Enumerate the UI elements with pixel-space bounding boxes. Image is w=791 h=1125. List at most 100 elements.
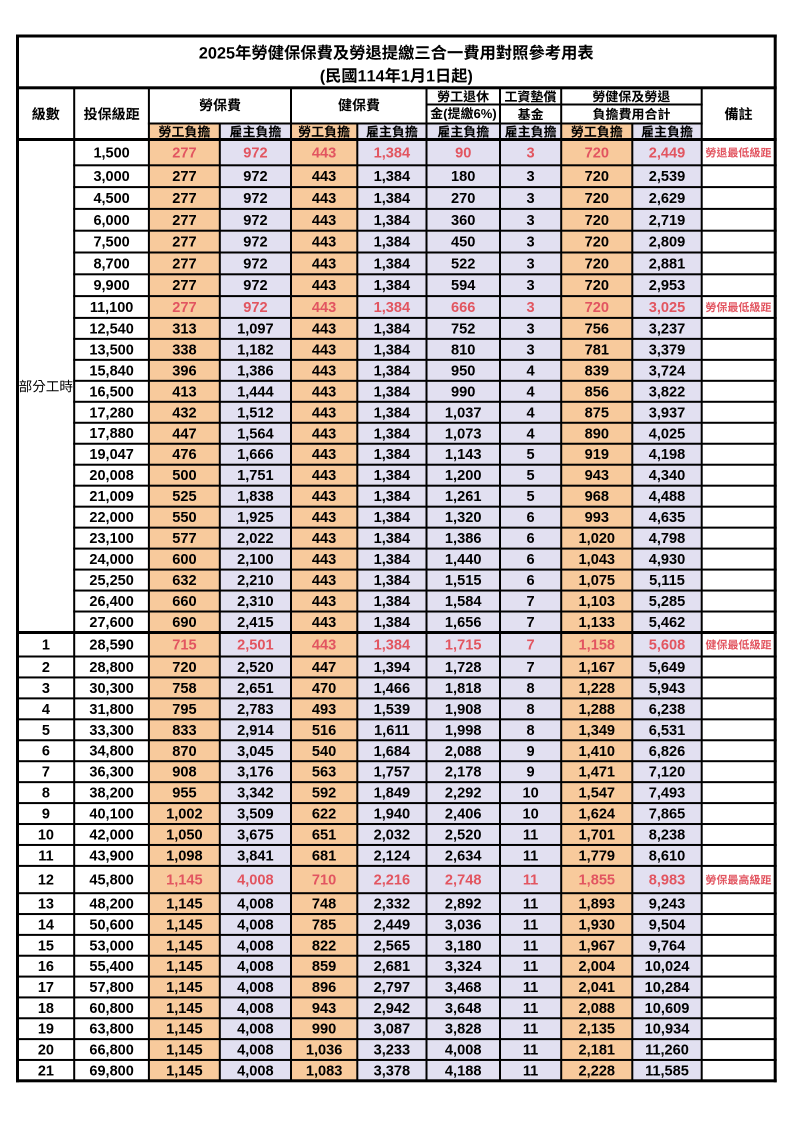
svg-text:53,000: 53,000 [89,938,133,954]
svg-text:17: 17 [38,980,54,996]
svg-text:476: 476 [172,447,196,463]
svg-text:443: 443 [312,145,336,161]
svg-text:2,539: 2,539 [649,169,686,185]
svg-text:443: 443 [312,278,336,294]
svg-text:1,838: 1,838 [237,489,274,505]
svg-text:3,237: 3,237 [649,321,686,337]
svg-text:8: 8 [42,786,50,802]
svg-text:396: 396 [172,363,196,379]
svg-text:1: 1 [42,638,50,654]
svg-text:2,797: 2,797 [374,980,411,996]
svg-text:42,000: 42,000 [89,828,133,844]
svg-text:6: 6 [42,744,50,760]
svg-text:7,865: 7,865 [649,807,686,823]
svg-text:443: 443 [312,256,336,272]
svg-text:1,471: 1,471 [579,765,616,781]
svg-text:1,440: 1,440 [445,552,482,568]
svg-text:443: 443 [312,405,336,421]
svg-text:1,818: 1,818 [445,681,482,697]
svg-text:1,349: 1,349 [579,723,616,739]
svg-text:752: 752 [451,321,475,337]
svg-text:2,881: 2,881 [649,256,686,272]
svg-text:413: 413 [172,384,196,400]
svg-text:1,893: 1,893 [579,897,616,913]
svg-text:622: 622 [312,807,336,823]
svg-text:3,648: 3,648 [445,1001,482,1017]
svg-text:5,608: 5,608 [649,638,686,654]
svg-text:4,198: 4,198 [649,447,686,463]
svg-text:3: 3 [527,256,535,272]
svg-text:6: 6 [527,552,535,568]
svg-text:9,764: 9,764 [649,938,686,954]
svg-text:443: 443 [312,342,336,358]
svg-text:1,728: 1,728 [445,660,482,676]
svg-text:1,849: 1,849 [374,786,411,802]
svg-text:563: 563 [312,765,336,781]
svg-text:34,800: 34,800 [89,744,133,760]
svg-text:3,841: 3,841 [237,849,274,865]
svg-text:3: 3 [527,342,535,358]
svg-text:11: 11 [523,1022,538,1038]
svg-text:2,124: 2,124 [374,849,411,865]
svg-text:5: 5 [527,447,535,463]
svg-text:20,008: 20,008 [89,468,133,484]
svg-text:720: 720 [585,169,609,185]
svg-text:1,666: 1,666 [237,447,274,463]
svg-text:493: 493 [312,702,336,718]
svg-text:1,410: 1,410 [579,744,616,760]
svg-text:681: 681 [312,849,336,865]
svg-text:1,145: 1,145 [166,1022,203,1038]
svg-text:3: 3 [527,321,535,337]
svg-text:1,386: 1,386 [237,363,274,379]
svg-text:1,967: 1,967 [579,938,616,954]
svg-text:26,400: 26,400 [89,594,133,610]
svg-text:12,540: 12,540 [89,321,133,337]
svg-text:2,449: 2,449 [649,145,686,161]
svg-text:1,182: 1,182 [237,342,274,358]
svg-text:4,008: 4,008 [237,897,274,913]
svg-text:11: 11 [523,959,538,975]
svg-text:21: 21 [38,1063,54,1079]
svg-text:8,983: 8,983 [649,873,686,889]
svg-text:9: 9 [527,744,535,760]
svg-text:2,783: 2,783 [237,702,274,718]
svg-text:5,115: 5,115 [649,573,685,589]
svg-text:447: 447 [312,660,336,676]
svg-text:10,609: 10,609 [645,1001,690,1017]
svg-text:10: 10 [522,807,538,823]
svg-text:875: 875 [585,405,609,421]
svg-text:748: 748 [312,897,336,913]
svg-text:1,073: 1,073 [445,426,482,442]
svg-text:360: 360 [451,213,475,229]
svg-text:19: 19 [38,1022,54,1038]
svg-text:3,378: 3,378 [374,1063,411,1079]
svg-text:8: 8 [527,702,535,718]
svg-text:1,145: 1,145 [166,897,203,913]
svg-text:24,000: 24,000 [89,552,133,568]
svg-text:11: 11 [523,918,538,934]
svg-text:31,800: 31,800 [89,702,133,718]
svg-text:859: 859 [312,959,336,975]
svg-text:11: 11 [523,897,538,913]
svg-text:4,635: 4,635 [649,510,686,526]
svg-text:1,908: 1,908 [445,702,482,718]
svg-text:14: 14 [38,918,54,934]
svg-text:2,892: 2,892 [445,897,482,913]
svg-text:756: 756 [585,321,609,337]
svg-text:1,515: 1,515 [445,573,482,589]
svg-text:1,384: 1,384 [374,405,411,421]
svg-text:2,216: 2,216 [374,873,411,889]
svg-text:8: 8 [527,681,535,697]
svg-text:8,700: 8,700 [93,256,129,272]
svg-text:443: 443 [312,191,336,207]
svg-text:1,143: 1,143 [445,447,482,463]
svg-text:890: 890 [585,426,609,442]
svg-text:277: 277 [172,256,196,272]
svg-text:1,083: 1,083 [306,1063,343,1079]
svg-text:10: 10 [522,786,538,802]
svg-text:1,547: 1,547 [579,786,616,802]
svg-text:4,008: 4,008 [237,938,274,954]
svg-text:4: 4 [527,384,536,400]
svg-text:5: 5 [42,723,50,739]
svg-text:443: 443 [312,573,336,589]
